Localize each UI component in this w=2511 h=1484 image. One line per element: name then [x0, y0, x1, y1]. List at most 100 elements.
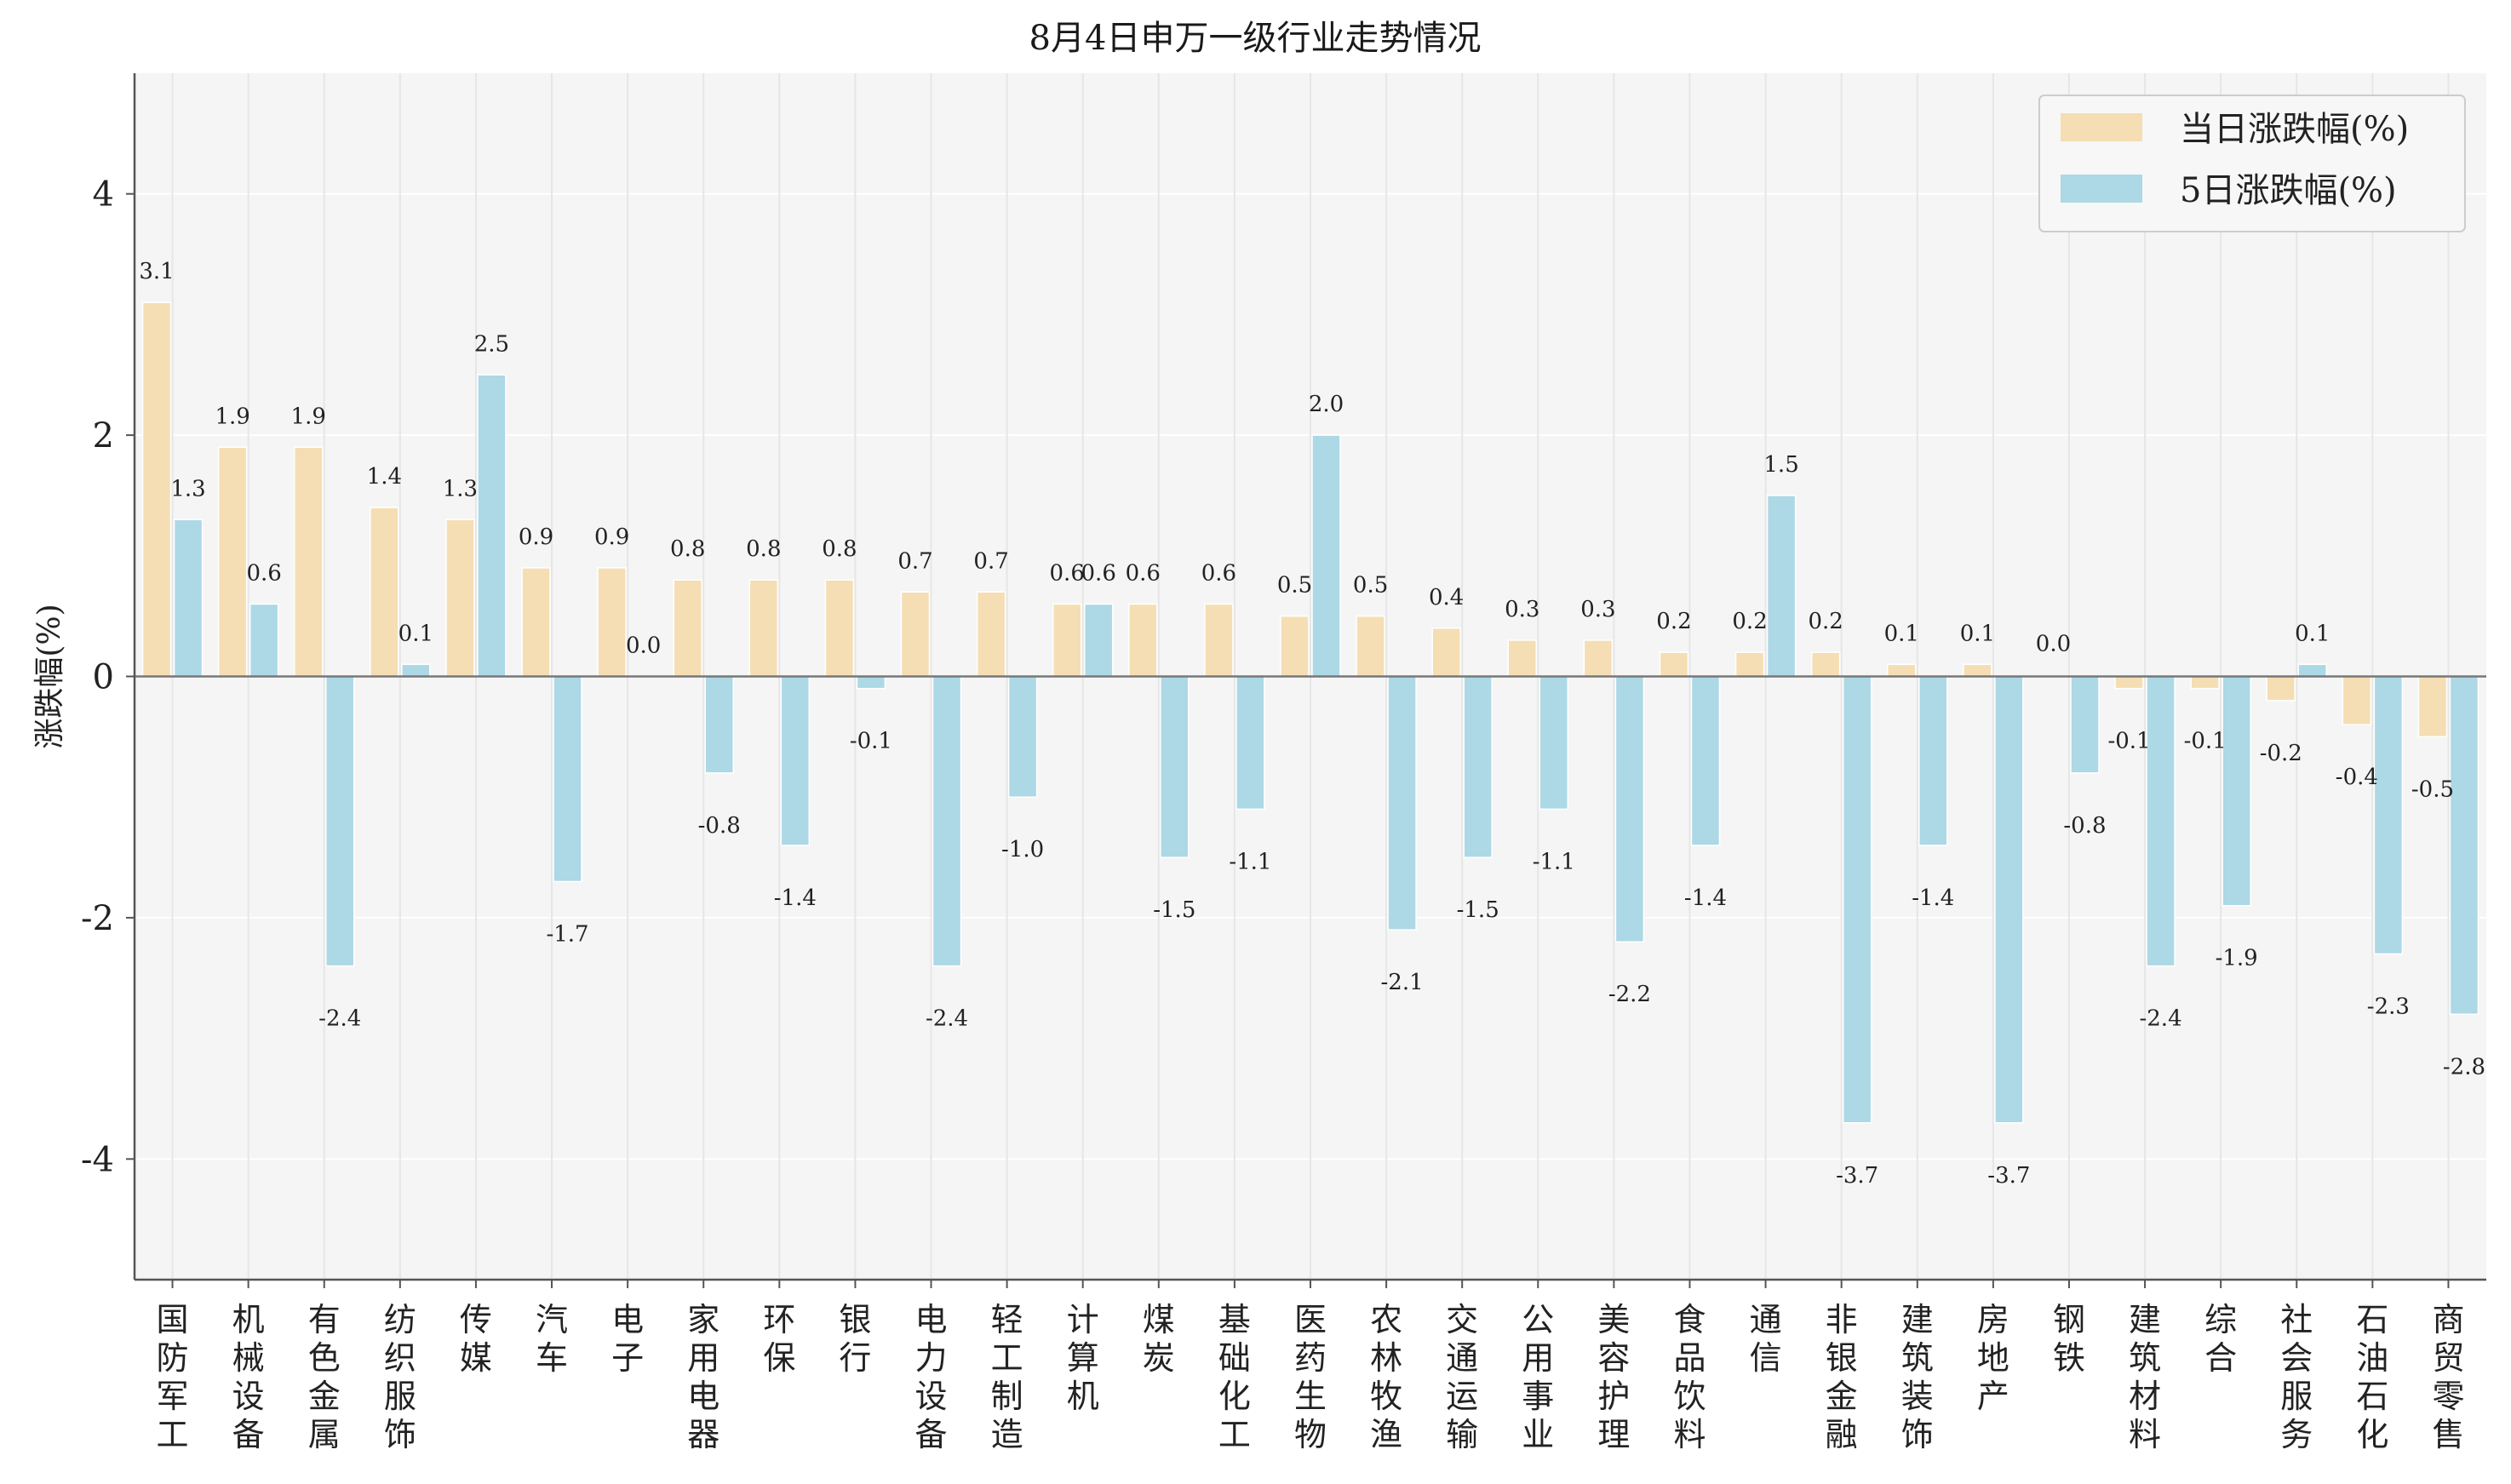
label-5day-25: -0.8	[2063, 813, 2106, 839]
bar-daily-2	[293, 446, 324, 678]
bar-daily-1	[217, 446, 248, 678]
legend-swatch-daily	[2061, 113, 2142, 141]
label-5day-21: 1.5	[1763, 452, 1798, 478]
bar-5day-8	[780, 675, 811, 846]
label-daily-5: 0.9	[519, 524, 553, 550]
bar-daily-24	[1963, 663, 1992, 678]
label-5day-22: -3.7	[1836, 1163, 1878, 1189]
label-daily-12: 0.6	[1050, 560, 1085, 586]
bar-daily-14	[1204, 603, 1234, 678]
bar-daily-22	[1810, 651, 1841, 678]
label-daily-28: -0.2	[2260, 741, 2302, 766]
bar-5day-24	[1994, 675, 2024, 1124]
bar-5day-28	[2297, 663, 2328, 678]
label-daily-27: -0.1	[2184, 729, 2227, 754]
label-daily-24: 0.1	[1960, 621, 1995, 646]
x-category-label: 传媒	[460, 1301, 492, 1377]
label-5day-23: -1.4	[1912, 885, 1954, 911]
bar-daily-3	[370, 507, 399, 678]
x-category-label: 有色金属	[308, 1301, 341, 1453]
label-daily-3: 1.4	[367, 464, 402, 490]
label-5day-19: -2.2	[1608, 982, 1651, 1007]
label-5day-24: -3.7	[1987, 1163, 2030, 1189]
x-category-label: 机械设备	[232, 1301, 265, 1453]
y-tick-label: 0	[93, 658, 114, 697]
label-5day-14: -1.1	[1229, 849, 1271, 874]
label-daily-30: -0.5	[2411, 776, 2454, 802]
legend-swatch-5day	[2061, 175, 2142, 203]
label-daily-6: 0.9	[594, 524, 629, 550]
label-5day-11: -1.0	[1001, 837, 1044, 862]
bar-5day-30	[2449, 675, 2479, 1016]
x-category-label: 农林牧渔	[1370, 1301, 1402, 1453]
bar-5day-14	[1235, 675, 1265, 811]
bar-daily-6	[597, 567, 627, 678]
bar-daily-27	[2190, 675, 2220, 690]
label-daily-14: 0.6	[1201, 560, 1236, 586]
label-5day-0: 1.3	[170, 476, 205, 501]
bar-5day-11	[1007, 675, 1038, 798]
bar-5day-22	[1842, 675, 1872, 1124]
x-category-label: 交通运输	[1446, 1301, 1478, 1453]
y-tick-label: 4	[93, 175, 114, 215]
bar-5day-4	[477, 374, 507, 678]
bar-daily-10	[900, 591, 931, 678]
label-daily-13: 0.6	[1126, 560, 1161, 586]
label-daily-8: 0.8	[746, 536, 781, 562]
label-5day-4: 2.5	[474, 331, 509, 357]
bar-daily-21	[1734, 651, 1765, 678]
bar-5day-29	[2373, 675, 2404, 955]
x-category-label: 汽车	[536, 1301, 568, 1377]
label-daily-18: 0.3	[1505, 597, 1539, 622]
bar-5day-5	[553, 675, 582, 883]
label-5day-3: 0.1	[398, 621, 433, 646]
bar-5day-25	[2070, 675, 2100, 774]
label-5day-15: 2.0	[1309, 392, 1344, 417]
label-5day-8: -1.4	[774, 885, 817, 911]
x-category-label: 轻工制造	[991, 1301, 1023, 1453]
x-category-label: 环保	[763, 1301, 795, 1377]
x-category-label: 煤炭	[1143, 1301, 1175, 1377]
y-tick-label: 2	[93, 416, 114, 456]
x-category-label: 医药生物	[1294, 1301, 1327, 1453]
label-daily-17: 0.4	[1429, 585, 1464, 610]
x-category-label: 电力设备	[915, 1301, 948, 1453]
bar-daily-19	[1583, 639, 1614, 678]
bar-5day-0	[173, 519, 204, 678]
x-category-label: 国防军工	[157, 1301, 189, 1453]
label-5day-9: -0.1	[850, 729, 892, 754]
x-category-label: 综合	[2204, 1301, 2237, 1377]
bar-5day-19	[1614, 675, 1645, 943]
label-daily-2: 1.9	[291, 404, 326, 429]
legend-label-5day: 5日涨跌幅(%)	[2180, 171, 2397, 210]
x-category-label: 食品饮料	[1673, 1301, 1706, 1453]
y-tick-label: -2	[81, 899, 114, 938]
bar-5day-2	[324, 675, 355, 967]
label-5day-27: -1.9	[2216, 946, 2258, 971]
label-daily-extra: 0.0	[2036, 632, 2071, 657]
bar-daily-8	[748, 579, 779, 678]
bar-daily-12	[1052, 603, 1082, 678]
bar-daily-28	[2266, 675, 2296, 702]
x-category-label: 通信	[1750, 1301, 1782, 1377]
bar-5day-26	[2146, 675, 2176, 967]
bar-5day-1	[249, 603, 279, 678]
y-axis-label: 涨跌幅(%)	[32, 604, 67, 748]
x-category-label: 美容护理	[1597, 1301, 1630, 1453]
bar-daily-23	[1887, 663, 1917, 678]
x-category-label: 建筑装饰	[1901, 1301, 1934, 1453]
bar-daily-0	[141, 301, 172, 678]
bar-5day-17	[1463, 675, 1493, 858]
data-labels: 3.11.9 1.91.4 1.30.9 0.9 0.8 0.8 0.8 0.7 0.7 0.6 0…	[139, 259, 2485, 1189]
label-daily-22: 0.2	[1808, 609, 1843, 634]
bar-daily-9	[824, 579, 855, 678]
label-daily-20: 0.2	[1656, 609, 1691, 634]
label-5day-12: 0.6	[1081, 560, 1116, 586]
label-daily-26: -0.1	[2107, 729, 2150, 754]
label-5day-7: -0.8	[698, 813, 741, 839]
label-5day-10: -2.4	[926, 1006, 968, 1032]
bar-5day-12	[1083, 603, 1114, 678]
bar-daily-18	[1507, 639, 1538, 678]
bar-5day-23	[1918, 675, 1948, 846]
